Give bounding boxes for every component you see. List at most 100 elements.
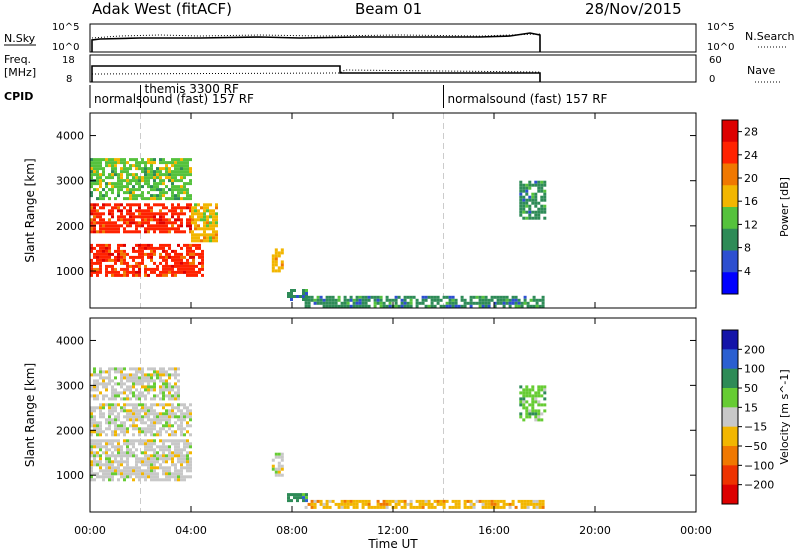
heatmap-cell — [147, 406, 150, 410]
heatmap-cell — [96, 249, 99, 253]
heatmap-cell — [162, 403, 165, 407]
heatmap-cell — [120, 370, 123, 374]
heatmap-cell — [439, 502, 443, 506]
heatmap-cell — [144, 451, 147, 455]
heatmap-cell — [117, 161, 120, 165]
heatmap-cell — [108, 466, 111, 470]
heatmap-cell — [135, 472, 138, 476]
heatmap-cell — [478, 301, 482, 305]
heatmap-cell — [373, 295, 377, 299]
heatmap-cell — [114, 367, 117, 371]
heatmap-cell — [153, 197, 156, 201]
heatmap-cell — [147, 224, 150, 228]
heatmap-cell — [287, 499, 290, 503]
heatmap-cell — [120, 382, 123, 386]
heatmap-cell — [93, 394, 96, 398]
heatmap-cell — [153, 267, 156, 271]
heatmap-cell — [325, 301, 329, 305]
heatmap-cell — [186, 191, 189, 195]
heatmap-cell — [198, 267, 201, 271]
heatmap-cell — [325, 499, 329, 503]
heatmap-cell — [206, 203, 209, 207]
heatmap-cell — [189, 270, 192, 274]
heatmap-cell — [379, 298, 383, 302]
heatmap-cell — [123, 391, 126, 395]
heatmap-cell — [123, 403, 126, 407]
heatmap-cell — [147, 379, 150, 383]
heatmap-cell — [215, 236, 218, 240]
heatmap-cell — [177, 243, 180, 247]
heatmap-cell — [192, 270, 195, 274]
heatmap-cell — [147, 176, 150, 180]
heatmap-cell — [99, 415, 102, 419]
heatmap-cell — [117, 412, 120, 416]
heatmap-cell — [180, 191, 183, 195]
heatmap-cell — [538, 298, 542, 302]
heatmap-cell — [165, 270, 168, 274]
heatmap-cell — [445, 301, 449, 305]
heatmap-cell — [111, 167, 114, 171]
heatmap-cell — [340, 502, 344, 506]
heatmap-cell — [519, 385, 523, 389]
heatmap-cell — [96, 445, 99, 449]
heatmap-cell — [296, 295, 299, 298]
heatmap-cell — [481, 301, 485, 305]
colorbar-tick-label: 16 — [744, 195, 758, 208]
heatmap-cell — [162, 173, 165, 177]
heatmap-cell — [168, 469, 171, 473]
heatmap-cell — [147, 463, 150, 467]
heatmap-cell — [123, 249, 126, 253]
heatmap-cell — [123, 451, 126, 455]
heatmap-cell — [93, 206, 96, 210]
heatmap-cell — [108, 382, 111, 386]
heatmap-cell — [150, 218, 153, 222]
heatmap-cell — [415, 304, 419, 308]
heatmap-cell — [493, 499, 497, 503]
heatmap-cell — [135, 415, 138, 419]
heatmap-cell — [150, 403, 153, 407]
heatmap-cell — [99, 261, 102, 265]
heatmap-cell — [180, 424, 183, 428]
heatmap-cell — [534, 418, 538, 422]
heatmap-cell — [361, 499, 365, 503]
heatmap-cell — [123, 466, 126, 470]
heatmap-cell — [159, 173, 162, 177]
heatmap-cell — [108, 403, 111, 407]
heatmap-cell — [478, 499, 482, 503]
heatmap-cell — [183, 261, 186, 265]
heatmap-cell — [519, 403, 523, 407]
heatmap-cell — [186, 170, 189, 174]
heatmap-cell — [114, 469, 117, 473]
heatmap-cell — [153, 478, 156, 482]
heatmap-cell — [126, 388, 129, 392]
heatmap-cell — [215, 230, 218, 234]
heatmap-cell — [153, 451, 156, 455]
heatmap-cell — [165, 243, 168, 247]
heatmap-cell — [168, 466, 171, 470]
heatmap-cell — [135, 466, 138, 470]
heatmap-cell — [511, 301, 515, 305]
heatmap-cell — [126, 179, 129, 183]
heatmap-cell — [138, 206, 141, 210]
heatmap-cell — [343, 301, 347, 305]
heatmap-cell — [162, 451, 165, 455]
heatmap-cell — [126, 454, 129, 458]
heatmap-cell — [168, 397, 171, 401]
heatmap-cell — [93, 221, 96, 225]
heatmap-cell — [162, 373, 165, 377]
heatmap-cell — [93, 379, 96, 383]
heatmap-cell — [534, 400, 538, 404]
heatmap-cell — [144, 412, 147, 416]
heatmap-cell — [457, 304, 461, 308]
heatmap-cell — [108, 227, 111, 231]
heatmap-cell — [174, 454, 177, 458]
heatmap-cell — [123, 206, 126, 210]
heatmap-cell — [99, 403, 102, 407]
heatmap-cell — [126, 252, 129, 256]
heatmap-cell — [502, 502, 506, 506]
heatmap-cell — [177, 379, 180, 383]
heatmap-cell — [174, 421, 177, 425]
heatmap-cell — [162, 203, 165, 207]
heatmap-cell — [183, 167, 186, 171]
heatmap-cell — [126, 230, 129, 234]
